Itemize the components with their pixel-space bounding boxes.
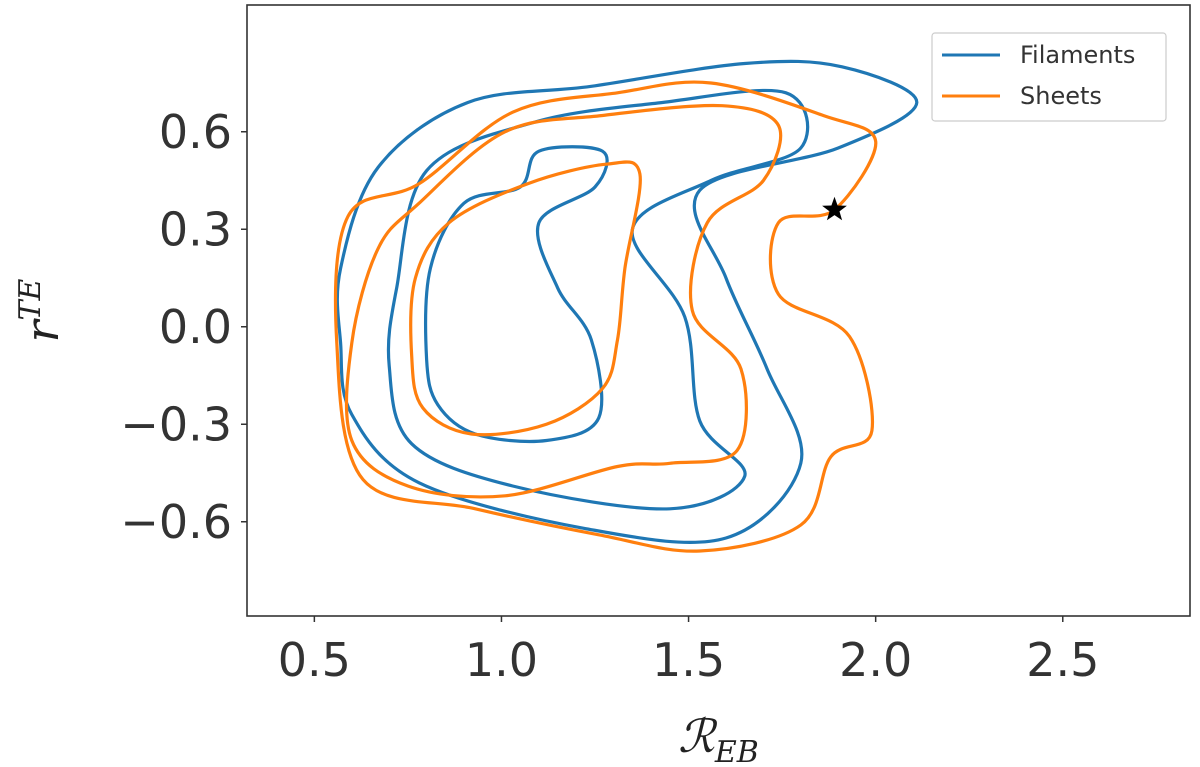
markers: [822, 196, 847, 221]
x-axis-title-main: ℛ: [678, 709, 718, 763]
x-tick-label: 2.0: [839, 633, 912, 687]
filaments-contour-2: [386, 88, 810, 511]
star-marker: [822, 196, 847, 221]
sheets-contour-2: [344, 103, 783, 499]
x-axis-title: ℛEB: [678, 709, 759, 767]
plot-frame: [246, 4, 1191, 617]
x-tick-labels: 0.5 1.0 1.5 2.0 2.5: [278, 633, 1100, 687]
filaments-contour-1: [335, 59, 919, 544]
y-tick-label: −0.6: [120, 495, 232, 549]
y-tick-labels: 0.6 0.3 0.0 −0.3 −0.6: [120, 105, 232, 549]
sheets-contour-3: [409, 160, 642, 437]
axis-ticks: [241, 131, 1064, 622]
y-tick-label: −0.3: [120, 397, 232, 451]
y-axis-title-main: r: [15, 317, 69, 342]
y-axis-title: rTE: [13, 278, 69, 342]
legend-label-filaments: Filaments: [1020, 41, 1135, 69]
y-tick-label: 0.0: [159, 300, 232, 354]
x-tick-label: 1.0: [465, 633, 538, 687]
x-axis-title-subscript: EB: [714, 735, 759, 767]
y-tick-label: 0.3: [159, 202, 232, 256]
x-tick-label: 1.5: [652, 633, 725, 687]
sheets-contour-1: [333, 80, 878, 553]
legend: Filaments Sheets: [931, 32, 1167, 122]
contour-lines: [333, 59, 919, 553]
y-axis-title-superscript: TE: [13, 278, 48, 320]
y-tick-label: 0.6: [159, 105, 232, 159]
x-tick-label: 0.5: [278, 633, 351, 687]
legend-label-sheets: Sheets: [1020, 82, 1102, 110]
filaments-contour-3: [424, 145, 609, 444]
x-tick-label: 2.5: [1026, 633, 1099, 687]
